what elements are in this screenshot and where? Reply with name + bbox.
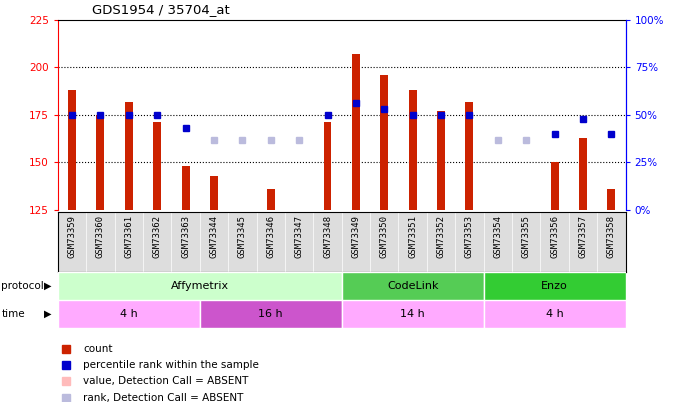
Text: GSM73359: GSM73359 [67, 215, 76, 258]
Text: Enzo: Enzo [541, 281, 568, 291]
Bar [58, 300, 200, 328]
Text: GSM73344: GSM73344 [209, 215, 218, 258]
Bar [182, 166, 190, 210]
Text: time: time [1, 309, 25, 319]
Bar [58, 272, 342, 300]
Text: 4 h: 4 h [546, 309, 564, 319]
Bar [607, 189, 615, 210]
Text: GDS1954 / 35704_at: GDS1954 / 35704_at [92, 3, 230, 16]
Text: GSM73352: GSM73352 [437, 215, 445, 258]
Text: 14 h: 14 h [401, 309, 425, 319]
Text: GSM73353: GSM73353 [465, 215, 474, 258]
Text: GSM73351: GSM73351 [408, 215, 417, 258]
Text: 16 h: 16 h [258, 309, 283, 319]
Text: GSM73346: GSM73346 [267, 215, 275, 258]
Text: GSM73355: GSM73355 [522, 215, 530, 258]
Bar [437, 111, 445, 210]
Bar [579, 138, 587, 210]
Bar [342, 272, 483, 300]
Text: GSM73363: GSM73363 [181, 215, 190, 258]
Text: percentile rank within the sample: percentile rank within the sample [84, 360, 259, 370]
Text: rank, Detection Call = ABSENT: rank, Detection Call = ABSENT [84, 393, 243, 403]
Bar [210, 176, 218, 210]
Bar [483, 300, 626, 328]
Text: GSM73358: GSM73358 [607, 215, 616, 258]
Text: GSM73361: GSM73361 [124, 215, 133, 258]
Text: protocol: protocol [1, 281, 44, 291]
Bar [200, 300, 342, 328]
Text: ▶: ▶ [44, 281, 51, 291]
Text: GSM73349: GSM73349 [352, 215, 360, 258]
Text: GSM73362: GSM73362 [153, 215, 162, 258]
Bar [466, 102, 473, 210]
Text: GSM73348: GSM73348 [323, 215, 332, 258]
Text: Affymetrix: Affymetrix [171, 281, 228, 291]
Text: CodeLink: CodeLink [387, 281, 439, 291]
Bar [324, 122, 331, 210]
Text: value, Detection Call = ABSENT: value, Detection Call = ABSENT [84, 377, 249, 386]
Text: ▶: ▶ [44, 309, 51, 319]
Bar [68, 90, 76, 210]
Text: 4 h: 4 h [120, 309, 137, 319]
Bar [342, 300, 483, 328]
Bar [409, 90, 417, 210]
Text: GSM73345: GSM73345 [238, 215, 247, 258]
Bar [153, 122, 161, 210]
Bar [352, 54, 360, 210]
Text: count: count [84, 344, 113, 354]
Bar [551, 162, 558, 210]
Text: GSM73360: GSM73360 [96, 215, 105, 258]
Bar [380, 75, 388, 210]
Text: GSM73356: GSM73356 [550, 215, 559, 258]
Bar [97, 115, 104, 210]
Text: GSM73354: GSM73354 [494, 215, 503, 258]
Text: GSM73350: GSM73350 [380, 215, 389, 258]
Bar [125, 102, 133, 210]
Text: GSM73347: GSM73347 [294, 215, 303, 258]
Text: GSM73357: GSM73357 [579, 215, 588, 258]
Bar [483, 272, 626, 300]
Bar [267, 189, 275, 210]
